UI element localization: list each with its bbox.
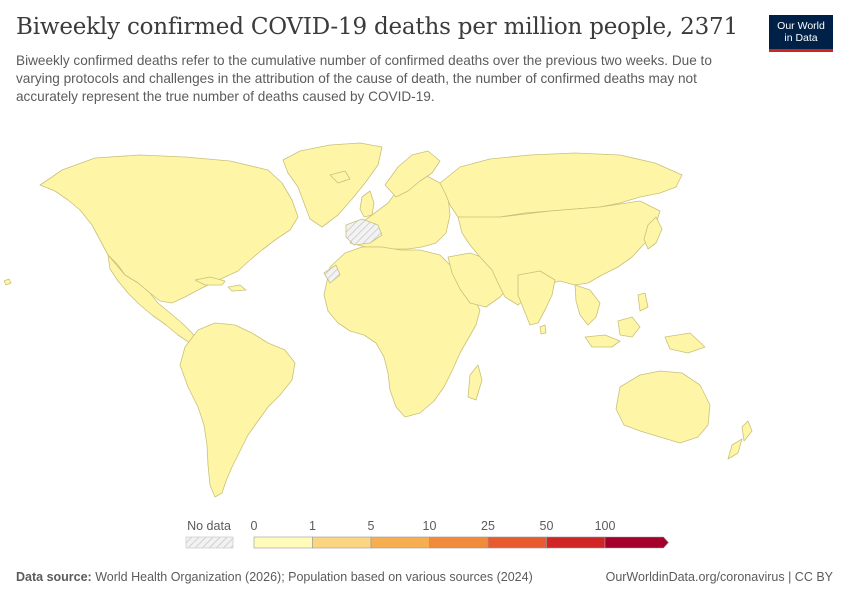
region-hispaniola[interactable] bbox=[227, 284, 247, 292]
legend-tick-label: 10 bbox=[423, 519, 437, 533]
legend-bin-2[interactable] bbox=[370, 536, 430, 549]
region-cuba[interactable] bbox=[194, 276, 226, 286]
legend-bin-3[interactable] bbox=[429, 536, 489, 549]
legend-bin-0[interactable] bbox=[253, 536, 313, 549]
region-uk[interactable] bbox=[359, 190, 375, 218]
logo-line-2: in Data bbox=[784, 32, 818, 44]
data-source-text: World Health Organization (2026); Popula… bbox=[95, 570, 533, 584]
region-new-zealand[interactable] bbox=[741, 420, 753, 442]
legend-bin-4[interactable] bbox=[487, 536, 547, 549]
region-madagascar[interactable] bbox=[467, 364, 483, 401]
region-iberia-no-data[interactable] bbox=[345, 218, 383, 246]
region-japan[interactable] bbox=[643, 216, 663, 250]
legend-no-data-label: No data bbox=[187, 519, 231, 533]
region-philippines[interactable] bbox=[637, 292, 649, 312]
region-sri-lanka[interactable] bbox=[539, 324, 547, 335]
legend-tick-label: 100 bbox=[595, 519, 616, 533]
region-north-america[interactable] bbox=[39, 154, 299, 304]
region-scandinavia[interactable] bbox=[384, 150, 441, 198]
region-borneo[interactable] bbox=[617, 316, 641, 338]
data-source-label: Data source: bbox=[16, 570, 92, 584]
region-asia[interactable] bbox=[457, 200, 661, 306]
chart-subtitle: Biweekly confirmed deaths refer to the c… bbox=[16, 53, 712, 104]
legend-ticks: 0 1 5 10 25 50 100 bbox=[251, 519, 616, 533]
region-south-america[interactable] bbox=[179, 322, 296, 498]
region-southeast-asia[interactable] bbox=[574, 284, 601, 326]
legend-bins bbox=[253, 536, 669, 549]
region-iceland[interactable] bbox=[329, 170, 351, 184]
legend-bin-5[interactable] bbox=[546, 536, 606, 549]
legend-tick-label: 5 bbox=[368, 519, 375, 533]
owid-logo[interactable]: Our World in Data bbox=[769, 15, 833, 52]
world-map[interactable] bbox=[0, 125, 850, 515]
region-africa[interactable] bbox=[323, 246, 481, 418]
data-source: Data source: World Health Organization (… bbox=[16, 570, 533, 584]
region-india[interactable] bbox=[517, 270, 556, 326]
region-new-guinea[interactable] bbox=[664, 332, 706, 354]
region-western-sahara-no-data[interactable] bbox=[323, 264, 341, 284]
region-indonesia[interactable] bbox=[584, 334, 621, 348]
legend-no-data-swatch[interactable] bbox=[185, 536, 234, 549]
logo-line-1: Our World bbox=[777, 20, 825, 32]
land-regions bbox=[3, 142, 753, 498]
region-australia[interactable] bbox=[615, 370, 711, 444]
legend-bin-1[interactable] bbox=[312, 536, 372, 549]
region-hawaii[interactable] bbox=[3, 278, 12, 286]
legend-tick-label: 25 bbox=[481, 519, 495, 533]
region-new-zealand-south[interactable] bbox=[727, 438, 743, 460]
region-greenland[interactable] bbox=[282, 142, 383, 228]
legend-tick-label: 0 bbox=[251, 519, 258, 533]
source-url-link[interactable]: OurWorldinData.org/coronavirus | CC BY bbox=[605, 570, 833, 584]
legend-tick-label: 50 bbox=[540, 519, 554, 533]
legend-tick-label: 1 bbox=[309, 519, 316, 533]
legend-bin-6[interactable] bbox=[604, 536, 669, 549]
chart-title: Biweekly confirmed COVID-19 deaths per m… bbox=[16, 14, 738, 40]
